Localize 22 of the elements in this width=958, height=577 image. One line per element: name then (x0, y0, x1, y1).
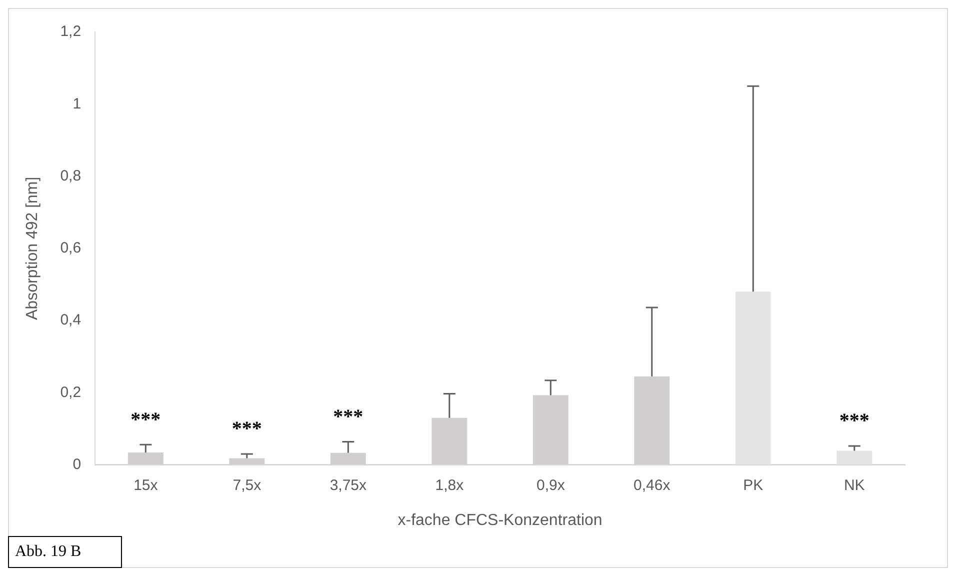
x-tick-label: 1,8x (435, 476, 464, 494)
y-tick-label: 1 (72, 95, 82, 112)
x-tick-label: 7,5x (232, 476, 262, 494)
y-tick-label: 0,8 (60, 167, 82, 184)
x-tick-label: 15x (134, 476, 158, 494)
x-tick-label: 0,46x (634, 476, 671, 494)
y-axis-title: Absorption 492 [nm] (24, 176, 42, 320)
y-tick-label: 1,2 (60, 23, 82, 40)
x-tick-label: PK (743, 476, 764, 494)
y-tick-label: 0,2 (60, 384, 82, 401)
annotation: *** (130, 408, 161, 431)
y-tick-label: 0,4 (60, 312, 82, 329)
x-tick-label: 0,9x (536, 476, 566, 494)
x-tick-label: NK (844, 476, 865, 494)
caption: Abb. 19 B (8, 536, 122, 568)
y-tick-label: 0 (72, 456, 82, 473)
x-axis-title: x-fache CFCS-Konzentration (398, 512, 602, 529)
annotation: *** (232, 418, 262, 440)
x-tick-label: 3,75x (330, 476, 368, 494)
annotation: *** (839, 410, 870, 432)
y-tick-label: 0,6 (60, 240, 82, 257)
annotation: *** (333, 406, 364, 428)
